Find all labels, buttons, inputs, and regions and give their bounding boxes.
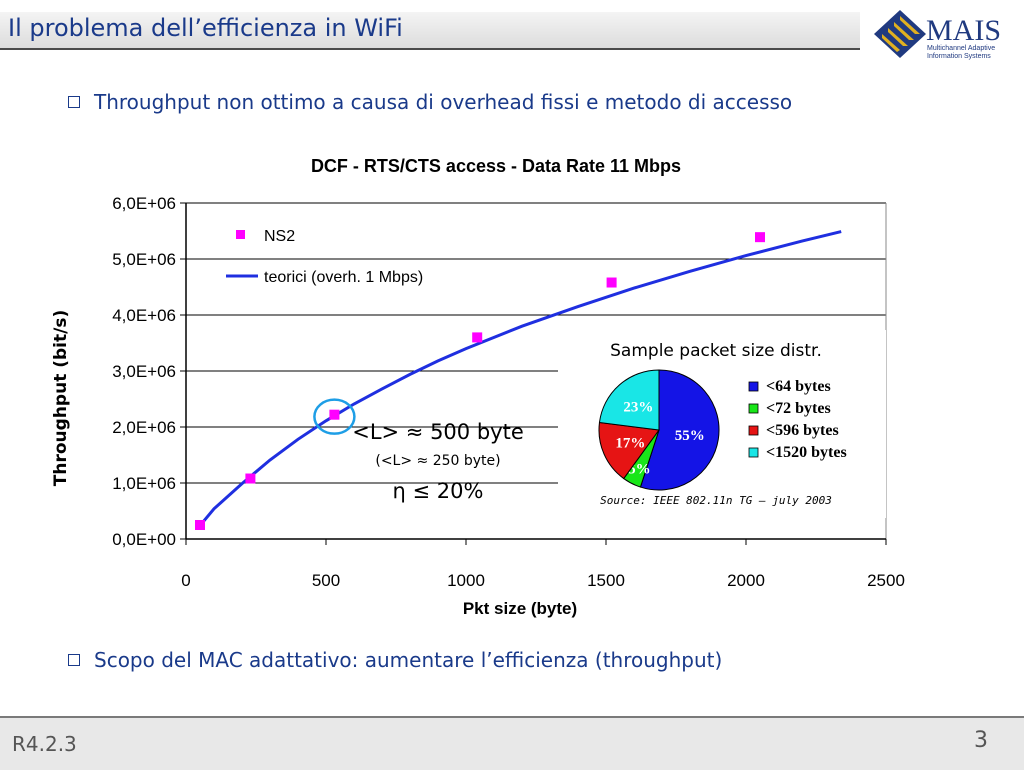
- theory-line: [196, 230, 842, 530]
- footer-code: R4.2.3: [12, 732, 77, 756]
- ns2-point: [472, 332, 483, 343]
- bullet-2-text: Scopo del MAC adattativo: aumentare l’ef…: [94, 648, 723, 672]
- logo-subtitle-1: Multichannel Adaptive: [927, 45, 995, 52]
- ns2-point: [195, 520, 205, 530]
- bullet-1-text: Throughput non ottimo a causa di overhea…: [94, 90, 793, 114]
- pie-legend-label: <596 bytes: [766, 422, 839, 439]
- y-tick-label: 4,0E+06: [112, 306, 176, 325]
- x-tick-label: 1000: [447, 571, 485, 590]
- logo-text: MAIS: [926, 14, 1001, 47]
- pie-legend-label: <64 bytes: [766, 378, 831, 395]
- pie-legend: <64 bytes <72 bytes <596 bytes <1520 bytes: [748, 378, 847, 461]
- page-number: 3: [974, 728, 988, 753]
- bullet-2: Scopo del MAC adattativo: aumentare l’ef…: [68, 648, 722, 672]
- pie-chart: 55%5%17%23%: [598, 369, 720, 491]
- legend-ns2-marker: [236, 230, 245, 239]
- checkbox-bullet-icon: [68, 654, 80, 666]
- legend: NS2 teorici (overh. 1 Mbps): [226, 228, 423, 286]
- title-bar: [0, 12, 860, 50]
- logo-diamond-icon: [874, 10, 926, 58]
- header: Il problema dell’efficienza in WiFi MAIS…: [0, 0, 1024, 68]
- highlight: [313, 398, 356, 435]
- logo-subtitle-2: Information Systems: [927, 53, 991, 60]
- footer: R4.2.3 3: [0, 716, 1024, 770]
- pie-inset: Sample packet size distr. 55%5%17%23% <6…: [558, 330, 886, 518]
- chart-title: DCF - RTS/CTS access - Data Rate 11 Mbps: [311, 156, 681, 176]
- checkbox-bullet-icon: [68, 96, 80, 108]
- ns2-series: [195, 232, 765, 530]
- mais-logo: MAIS Multichannel Adaptive Information S…: [874, 10, 1001, 60]
- y-tick-label: 1,0E+06: [112, 474, 176, 493]
- annotation-line-2: (<L> ≈ 250 byte): [375, 453, 500, 469]
- pie-slice: [598, 421, 660, 480]
- page-title: Il problema dell’efficienza in WiFi: [8, 14, 403, 42]
- chart-area: 0,0E+00 1,0E+06 2,0E+06 3,0E+06 4,0E+06 5,0E+…: [36, 140, 912, 630]
- x-tick-label: 2500: [867, 571, 905, 590]
- pie-legend-label: <72 bytes: [766, 400, 831, 417]
- bullet-1: Throughput non ottimo a causa di overhea…: [68, 90, 792, 114]
- x-tick-label: 0: [181, 571, 190, 590]
- pie-legend-label: <1520 bytes: [766, 444, 847, 461]
- legend-ns2-label: NS2: [264, 228, 295, 245]
- y-tick-label: 0,0E+00: [112, 530, 176, 549]
- ns2-point: [606, 277, 617, 288]
- pie-legend-swatch: [748, 425, 759, 436]
- legend-theory-label: teorici (overh. 1 Mbps): [264, 269, 423, 286]
- y-tick-label: 2,0E+06: [112, 418, 176, 437]
- y-tick-label: 6,0E+06: [112, 194, 176, 213]
- ns2-point: [329, 409, 340, 420]
- pie-slice-label: 55%: [675, 428, 705, 444]
- highlight-circle: [313, 398, 356, 435]
- annotation: <L> ≈ 500 byte (<L> ≈ 250 byte) η ≤ 20%: [352, 420, 524, 503]
- throughput-chart: 0,0E+00 1,0E+06 2,0E+06 3,0E+06 4,0E+06 5,0E+…: [51, 156, 905, 618]
- ns2-point: [755, 232, 765, 243]
- pie-slice: [598, 369, 660, 431]
- x-tick-label: 500: [312, 571, 340, 590]
- annotation-line-1: <L> ≈ 500 byte: [352, 420, 524, 444]
- pie-title: Sample packet size distr.: [610, 341, 822, 361]
- x-axis-label: Pkt size (byte): [463, 599, 577, 618]
- annotation-line-3: η ≤ 20%: [393, 479, 484, 503]
- pie-slice: [639, 369, 720, 491]
- x-tick-label: 2000: [727, 571, 765, 590]
- y-tick-label: 3,0E+06: [112, 362, 176, 381]
- pie-legend-swatch: [748, 447, 759, 458]
- pie-legend-swatch: [748, 381, 759, 392]
- pie-legend-swatch: [748, 403, 759, 414]
- theory-series: [196, 230, 842, 530]
- pie-source: Source: IEEE 802.11n TG – july 2003: [600, 494, 832, 507]
- ns2-point: [245, 473, 256, 484]
- y-tick-label: 5,0E+06: [112, 250, 176, 269]
- pie-slice-label: 17%: [615, 435, 645, 451]
- ticks: 0,0E+00 1,0E+06 2,0E+06 3,0E+06 4,0E+06 5,0E+…: [112, 194, 905, 590]
- x-tick-label: 1500: [587, 571, 625, 590]
- y-axis-label: Throughput (bit/s): [51, 310, 71, 486]
- pie-slice-label: 23%: [623, 400, 653, 416]
